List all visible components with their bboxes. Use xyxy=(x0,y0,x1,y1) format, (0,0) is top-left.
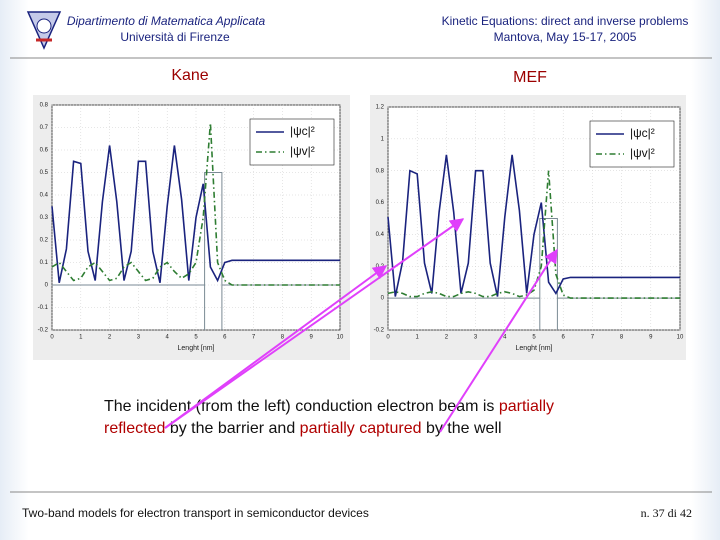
x-tick-label: 1 xyxy=(416,335,420,341)
x-axis-label: Lenght [nm] xyxy=(516,345,553,352)
caption-highlight: reflected xyxy=(104,420,165,437)
y-tick-label: 0.2 xyxy=(40,238,49,244)
arrows xyxy=(164,218,558,433)
x-tick-label: 8 xyxy=(620,335,624,341)
header-text: Kinetic Equations: direct and inverse pr… xyxy=(442,14,689,28)
y-tick-label: 0 xyxy=(381,296,385,302)
y-tick-label: -0.2 xyxy=(374,328,385,334)
chart-title: Kane xyxy=(171,67,208,84)
potential-profile xyxy=(52,172,340,330)
y-tick-label: 1 xyxy=(381,136,385,142)
x-tick-label: 2 xyxy=(108,335,112,341)
legend xyxy=(249,118,335,166)
x-tick-label: 7 xyxy=(591,335,595,341)
legend xyxy=(589,120,675,168)
x-tick-label: 1 xyxy=(79,335,83,341)
x-tick-label: 4 xyxy=(166,335,170,341)
x-tick-label: 10 xyxy=(677,335,684,341)
y-tick-label: 0.1 xyxy=(40,260,49,266)
x-tick-label: 9 xyxy=(649,335,653,341)
x-tick-label: 3 xyxy=(474,335,478,341)
y-tick-label: 0.7 xyxy=(40,125,49,131)
y-tick-label: 0 xyxy=(45,283,49,289)
series-line xyxy=(387,154,680,297)
x-tick-label: 10 xyxy=(337,335,344,341)
arrow xyxy=(164,265,388,429)
arrow xyxy=(439,248,558,433)
arrow xyxy=(164,218,465,429)
caption-text: by the well xyxy=(422,420,502,437)
caption-highlight: partially captured xyxy=(300,420,422,437)
y-tick-label: 1.2 xyxy=(376,105,385,111)
y-tick-label: 0.5 xyxy=(40,170,49,176)
caption-text: by the barrier and xyxy=(165,420,299,437)
x-tick-label: 9 xyxy=(310,335,314,341)
series-line xyxy=(51,122,340,286)
y-tick-label: 0.4 xyxy=(376,232,385,238)
legend-label: |ψv|² xyxy=(290,144,315,158)
x-tick-label: 0 xyxy=(50,335,54,341)
y-tick-label: -0.2 xyxy=(38,328,49,334)
y-tick-label: 0.6 xyxy=(376,200,385,206)
chart-title: MEF xyxy=(513,69,547,86)
y-tick-label: 0.6 xyxy=(40,148,49,154)
legend-label: |ψc|² xyxy=(290,124,315,138)
y-tick-label: 0.3 xyxy=(40,215,49,221)
y-tick-label: 0.8 xyxy=(40,103,49,109)
caption-text: The incident (from the left) conduction … xyxy=(104,398,499,415)
caption-highlight: partially xyxy=(499,398,554,415)
page-number: n. 37 di 42 xyxy=(641,506,692,520)
header-text: Mantova, May 15-17, 2005 xyxy=(494,30,637,44)
x-tick-label: 7 xyxy=(252,335,256,341)
caption: The incident (from the left) conduction … xyxy=(104,398,554,415)
x-tick-label: 0 xyxy=(386,335,390,341)
charts: Kane -0.2 -0.1 0 0.1 0.2 0.3 0.4 0.5 0.6 0.7 0.8 0 1 2… xyxy=(33,67,686,360)
legend-label: |ψc|² xyxy=(630,126,655,140)
header-text: Dipartimento di Matematica Applicata xyxy=(67,14,266,28)
y-tick-label: 0.4 xyxy=(40,193,49,199)
logo xyxy=(26,11,62,50)
x-tick-label: 8 xyxy=(281,335,285,341)
x-tick-label: 5 xyxy=(194,335,198,341)
caption: reflected by the barrier and partially c… xyxy=(104,420,502,437)
x-tick-label: 6 xyxy=(223,335,227,341)
y-tick-label: -0.1 xyxy=(38,305,49,311)
x-tick-label: 2 xyxy=(445,335,449,341)
series-line xyxy=(387,170,680,299)
y-tick-label: 0.8 xyxy=(376,168,385,174)
x-axis-label: Lenght [nm] xyxy=(178,345,215,352)
x-tick-label: 3 xyxy=(137,335,141,341)
potential-profile xyxy=(388,218,680,330)
series-line xyxy=(51,145,340,283)
x-tick-label: 4 xyxy=(503,335,507,341)
footer-text: Two-band models for electron transport i… xyxy=(22,506,369,520)
legend-label: |ψv|² xyxy=(630,146,655,160)
header-text: Università di Firenze xyxy=(120,30,230,44)
x-tick-label: 5 xyxy=(532,335,536,341)
x-tick-label: 6 xyxy=(562,335,566,341)
